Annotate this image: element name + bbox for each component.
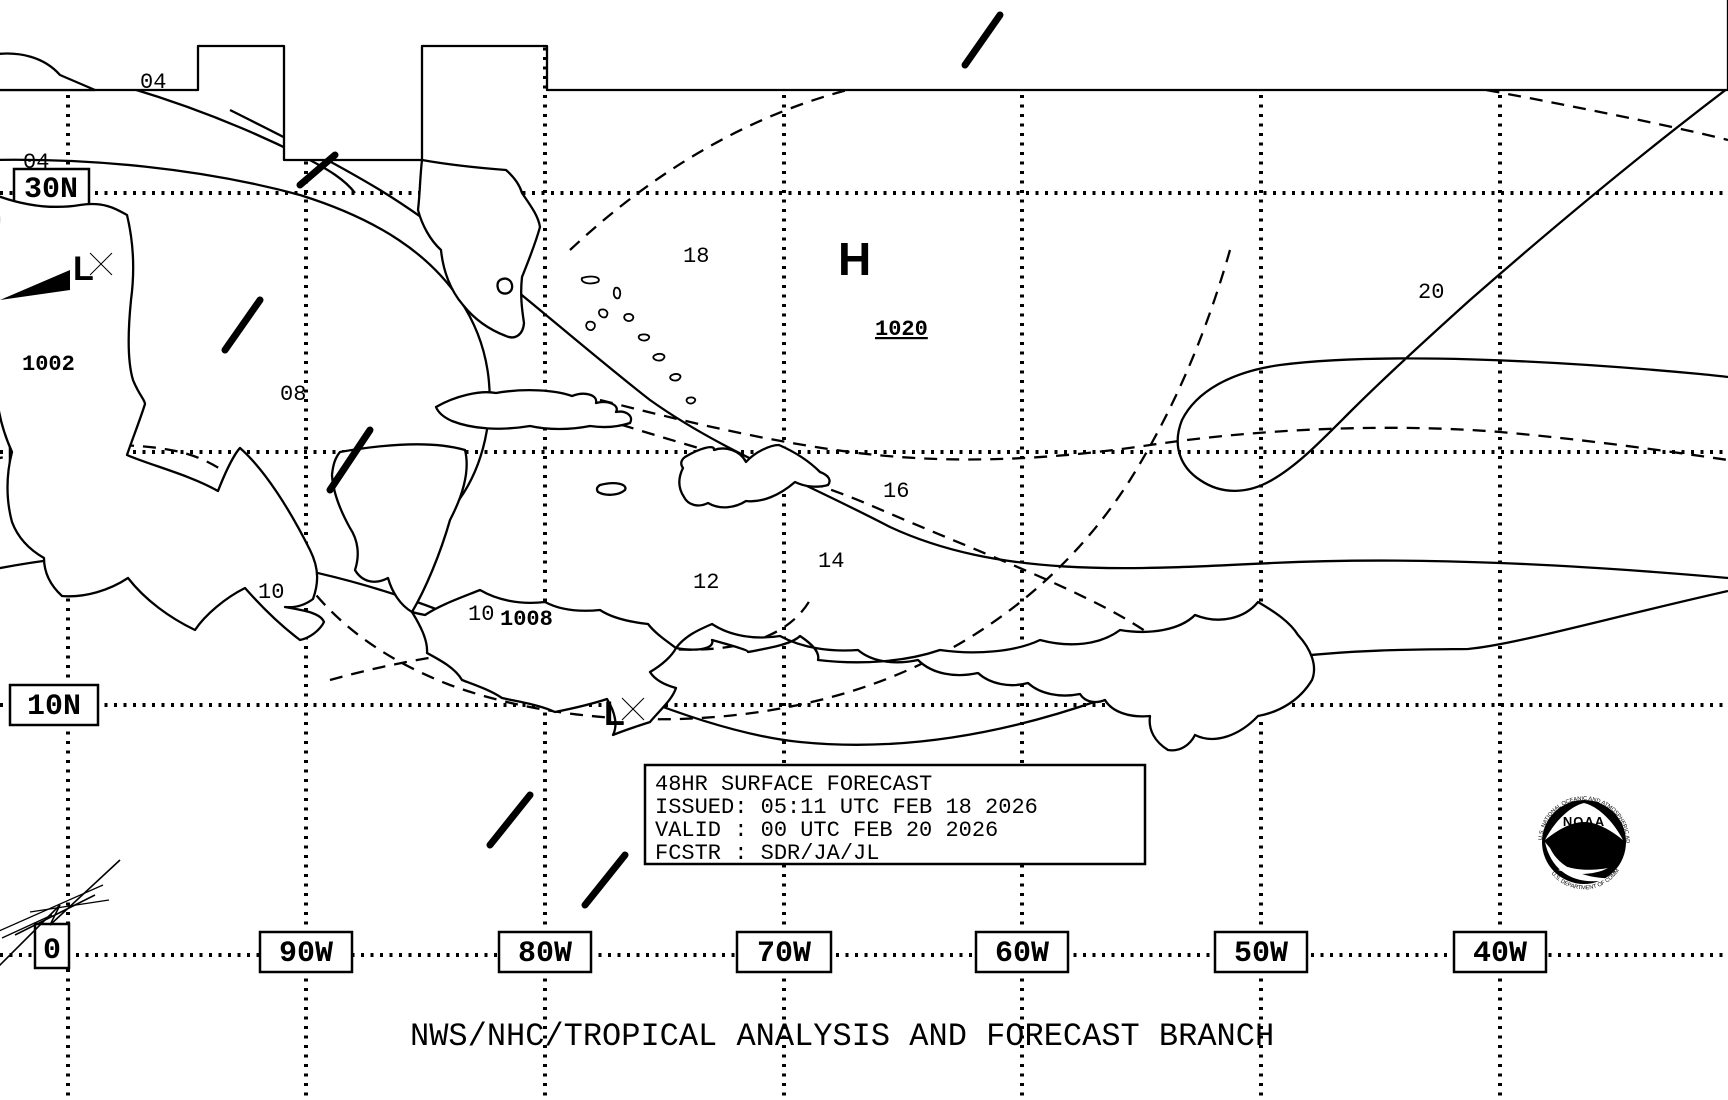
svg-text:10: 10 (258, 580, 284, 605)
svg-text:60W: 60W (995, 937, 1049, 971)
svg-text:12: 12 (693, 570, 719, 595)
svg-text:10: 10 (468, 602, 494, 627)
svg-text:50W: 50W (1234, 937, 1288, 971)
svg-text:VALID : 00 UTC FEB 20 2026: VALID : 00 UTC FEB 20 2026 (655, 818, 998, 843)
svg-text:20: 20 (1418, 280, 1444, 305)
svg-text:90W: 90W (279, 937, 333, 971)
svg-text:NWS/NHC/TROPICAL ANALYSIS AND: NWS/NHC/TROPICAL ANALYSIS AND FORECAST B… (410, 1018, 1274, 1055)
svg-text:10N: 10N (27, 690, 81, 724)
svg-text:NOAA: NOAA (1563, 814, 1605, 829)
svg-text:1002: 1002 (22, 352, 75, 377)
svg-text:70W: 70W (757, 937, 811, 971)
svg-text:04: 04 (140, 70, 166, 95)
svg-text:0: 0 (43, 934, 61, 968)
svg-text:14: 14 (818, 549, 844, 574)
svg-text:1020: 1020 (875, 317, 928, 342)
svg-text:40W: 40W (1473, 937, 1527, 971)
svg-text:L: L (604, 695, 625, 733)
svg-text:ISSUED: 05:11 UTC FEB 18 2026: ISSUED: 05:11 UTC FEB 18 2026 (655, 795, 1038, 820)
svg-text:1008: 1008 (500, 607, 553, 632)
svg-text:30N: 30N (24, 173, 78, 207)
svg-text:18: 18 (683, 244, 709, 269)
svg-text:04: 04 (23, 150, 49, 175)
svg-text:FCSTR : SDR/JA/JL: FCSTR : SDR/JA/JL (655, 841, 879, 866)
svg-text:16: 16 (883, 479, 909, 504)
svg-text:80W: 80W (518, 937, 572, 971)
svg-text:L: L (73, 250, 94, 288)
svg-text:H: H (838, 233, 871, 285)
svg-text:08: 08 (280, 382, 306, 407)
svg-text:48HR SURFACE FORECAST: 48HR SURFACE FORECAST (655, 772, 932, 797)
